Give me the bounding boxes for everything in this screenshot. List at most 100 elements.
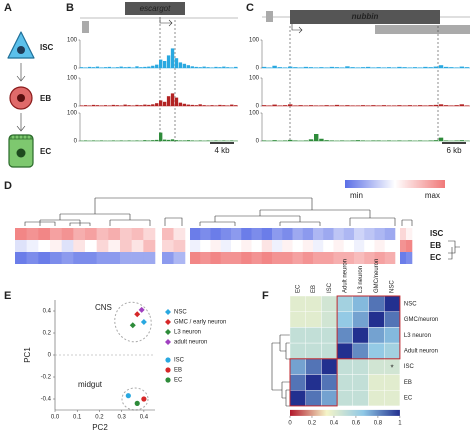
colorbar-tick-label: 1	[398, 420, 402, 426]
heatmap-cell	[343, 240, 355, 252]
colorbar-label: min	[350, 191, 363, 200]
heatmap-cell	[190, 240, 201, 252]
signal-bar	[371, 105, 376, 106]
signal-bar	[282, 105, 288, 106]
tss-arrow	[159, 17, 173, 27]
signal-bar	[230, 104, 234, 106]
legend-marker	[165, 329, 171, 335]
signal-bar	[402, 67, 407, 68]
signal-bar	[438, 65, 444, 68]
signal-bar	[139, 67, 143, 68]
signal-bar	[135, 66, 139, 68]
point	[141, 396, 147, 402]
y-tick-label: 100	[67, 111, 78, 117]
colorbar-tick-label: 0.8	[374, 420, 383, 426]
heatmap-cell	[61, 252, 74, 264]
row-label: EC	[404, 396, 413, 402]
signal-bar	[83, 105, 88, 106]
signal-bar	[428, 105, 433, 106]
heatmap-cell	[38, 228, 51, 240]
signal-bar	[345, 105, 350, 106]
heatmap-cell	[50, 228, 62, 240]
heatmap-cell	[120, 252, 132, 264]
signal-bar	[178, 102, 183, 106]
signal-bar	[376, 67, 381, 68]
neighbor-gene	[266, 11, 273, 22]
signal-bar	[438, 104, 444, 106]
heatmap-cell	[231, 252, 242, 264]
heatmap-cell	[364, 252, 375, 264]
heatmap-cell	[400, 252, 407, 264]
x-axis-label: PC2	[92, 423, 108, 432]
heatmap-cell	[336, 327, 354, 344]
signal-bar	[433, 140, 439, 141]
heatmap-cell	[261, 252, 273, 264]
heatmap-cell	[305, 342, 322, 360]
heatmap-cell	[73, 228, 86, 240]
signal-bar	[218, 67, 222, 68]
signal-bar	[210, 105, 214, 106]
heatmap-cell	[220, 240, 232, 252]
heatmap-cell	[272, 228, 283, 240]
heatmap-cell	[15, 252, 27, 264]
signal-bar	[454, 105, 459, 106]
heatmap-cell	[336, 374, 354, 391]
signal-bar	[262, 66, 267, 68]
heatmap-cell	[120, 240, 132, 252]
colorbar-tick-label: 0.4	[330, 420, 339, 426]
heatmap-cell	[108, 252, 121, 264]
row-label: EB	[430, 241, 441, 250]
gene-box	[125, 2, 185, 15]
signal-bar	[214, 66, 218, 68]
gene-box	[290, 10, 440, 24]
heatmap-cell	[343, 252, 355, 264]
heatmap-cell	[368, 374, 385, 391]
heatmap-cell	[374, 240, 386, 252]
heatmap-cell	[162, 240, 174, 252]
heatmap-cell	[302, 228, 314, 240]
signal-bar	[334, 67, 340, 68]
panel-label: F	[262, 290, 269, 302]
colorbar-tick-label: 0	[288, 420, 292, 426]
signal-bar	[123, 104, 127, 106]
signal-bar	[159, 132, 163, 141]
heatmap-cell	[384, 311, 401, 328]
signal-bar	[95, 105, 100, 106]
signal-bar	[433, 104, 439, 106]
signal-bar	[182, 103, 187, 106]
heatmap-cell	[108, 228, 121, 240]
signal-bar	[119, 66, 123, 68]
signal-bar	[206, 67, 210, 68]
heatmap-cell	[38, 240, 51, 252]
legend-label: GMC / early neuron	[174, 320, 226, 326]
signal-bar	[360, 67, 366, 68]
annotation: *	[390, 363, 393, 372]
signal-bar	[350, 67, 355, 68]
heatmap-cell	[190, 252, 201, 264]
heatmap-cell	[384, 374, 401, 391]
heatmap-cell	[336, 390, 354, 407]
panel-label: C	[246, 2, 254, 14]
signal-bar	[397, 66, 402, 68]
heatmap-cell	[143, 240, 156, 252]
signal-bar	[386, 67, 392, 68]
heatmap-cell	[210, 228, 222, 240]
heatmap-cell	[131, 228, 144, 240]
signal-bar	[444, 105, 449, 106]
signal-bar	[155, 103, 159, 106]
heatmap-cell	[313, 240, 324, 252]
signal-bar	[226, 67, 230, 68]
heatmap-cell	[336, 295, 354, 312]
heatmap-cell	[200, 240, 211, 252]
heatmap-cell	[251, 252, 263, 264]
signal-bar	[135, 104, 139, 106]
colorbar-tick-label: 0.6	[352, 420, 361, 426]
heatmap-cell	[85, 240, 97, 252]
column-label: ISC	[327, 282, 333, 293]
nucleus	[17, 94, 25, 102]
signal-bar	[166, 55, 171, 68]
heatmap-cell	[26, 240, 39, 252]
heatmap-cell	[26, 252, 39, 264]
panel-label: E	[4, 290, 11, 302]
